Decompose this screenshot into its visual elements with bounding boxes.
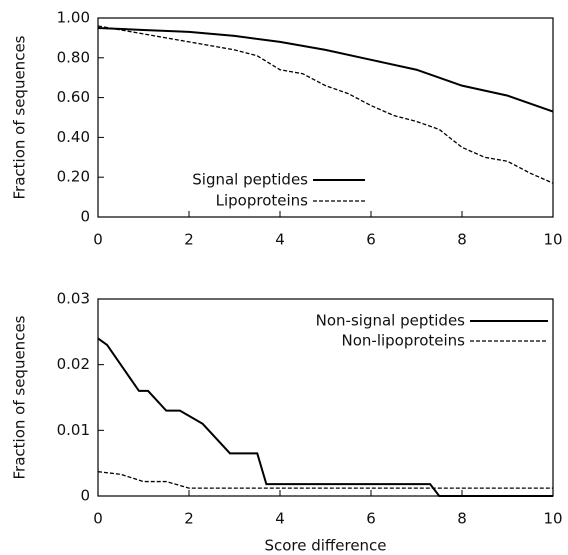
y-tick-label: 0.80 — [57, 48, 90, 66]
y-tick-label: 0.20 — [57, 168, 90, 186]
legend-label: Lipoproteins — [216, 192, 309, 210]
data-line — [97, 26, 554, 113]
x-tick-label: 4 — [275, 510, 285, 528]
x-tick-label: 4 — [275, 231, 285, 249]
y-tick-label: 0 — [80, 208, 90, 226]
y-axis-label: Fraction of sequences — [11, 35, 29, 199]
y-tick-label: 0.03 — [57, 290, 90, 308]
x-tick-label: 0 — [93, 231, 103, 249]
data-line — [97, 337, 553, 497]
y-tick-label: 0.01 — [57, 421, 90, 439]
y-tick-label: 0 — [80, 487, 90, 505]
y-axis-label: Fraction of sequences — [11, 315, 29, 479]
x-tick-label: 8 — [457, 231, 467, 249]
y-tick-label: 0.02 — [57, 355, 90, 373]
x-tick-label: 2 — [184, 231, 194, 249]
legend-label: Non-lipoproteins — [342, 332, 466, 350]
y-tick-label: 0.60 — [57, 88, 90, 106]
plot-frame — [97, 17, 554, 218]
x-tick-label: 8 — [457, 510, 467, 528]
data-line — [97, 471, 553, 489]
data-line — [97, 25, 554, 184]
legend-label: Non-signal peptides — [316, 312, 466, 330]
plot-frame — [97, 298, 554, 497]
x-axis-label: Score difference — [264, 537, 386, 555]
x-tick-label: 10 — [543, 231, 562, 249]
x-tick-label: 0 — [93, 510, 103, 528]
x-tick-label: 6 — [366, 231, 376, 249]
y-tick-label: 1.00 — [57, 9, 90, 27]
x-tick-label: 2 — [184, 510, 194, 528]
legend-label: Signal peptides — [192, 171, 308, 189]
x-tick-label: 6 — [366, 510, 376, 528]
x-tick-label: 10 — [543, 510, 562, 528]
y-tick-label: 0.40 — [57, 128, 90, 146]
